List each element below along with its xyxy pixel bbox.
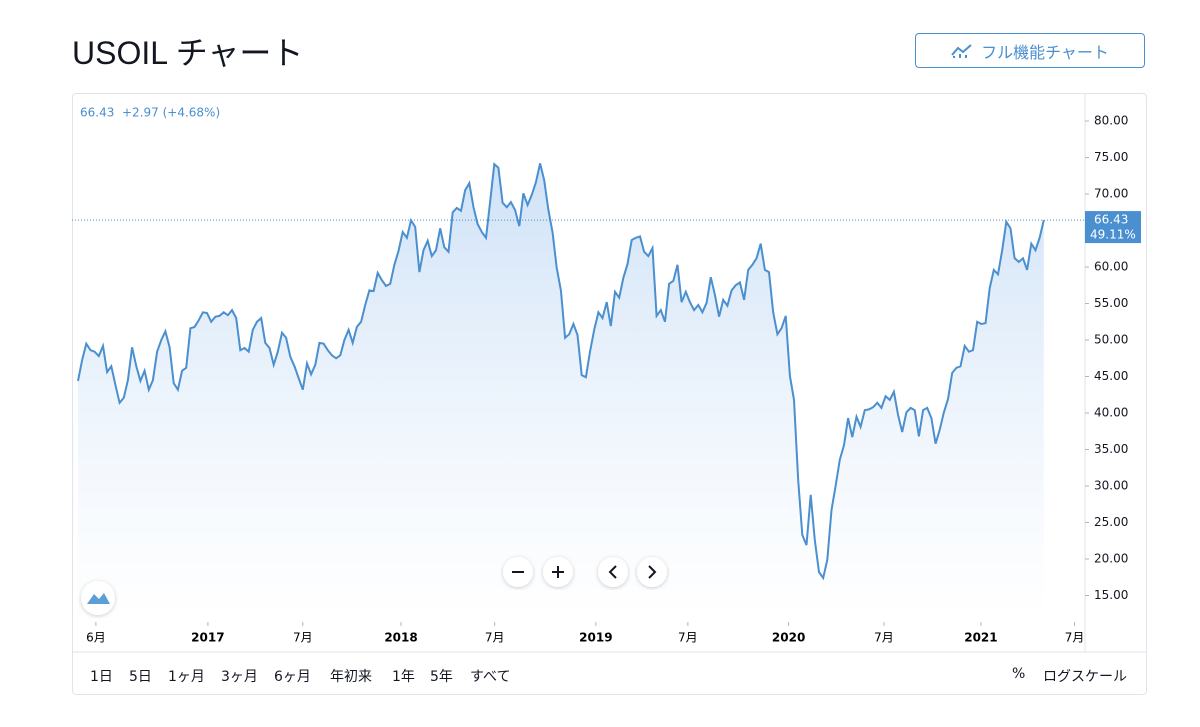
- range-button[interactable]: すべて: [470, 669, 511, 685]
- y-tick-label: 80.00: [1094, 114, 1128, 128]
- x-tick-label: 2017: [191, 631, 224, 645]
- x-tick-label: 7月: [678, 631, 698, 645]
- title: USOIL チャート: [72, 35, 304, 71]
- last-price: 66.43: [80, 106, 114, 120]
- x-tick-label: 2018: [384, 631, 417, 645]
- logo-icon: [87, 593, 110, 604]
- y-tick-label: 20.00: [1094, 552, 1128, 566]
- scroll-left[interactable]: [598, 557, 628, 587]
- range-button[interactable]: 5年: [430, 669, 453, 685]
- price-tag-value: 66.43: [1094, 213, 1128, 227]
- y-tick-label: 60.00: [1094, 260, 1128, 274]
- y-tick-label: 50.00: [1094, 333, 1128, 347]
- area: [77, 163, 1044, 622]
- x-tick-label: 2019: [579, 631, 612, 645]
- y-tick-label: 70.00: [1094, 187, 1128, 201]
- x-tick-label: 2020: [772, 631, 805, 645]
- y-tick-label: 55.00: [1094, 296, 1128, 310]
- range-button[interactable]: 1年: [392, 669, 415, 685]
- x-tick-label: 6月: [86, 631, 106, 645]
- y-tick-label: 75.00: [1094, 150, 1128, 164]
- price-tag-percent: 49.11%: [1090, 228, 1136, 242]
- x-tick-label: 7月: [485, 631, 505, 645]
- x-tick-label: 7月: [874, 631, 894, 645]
- y-tick-label: 30.00: [1094, 479, 1128, 493]
- range-button[interactable]: 3ヶ月: [221, 669, 258, 685]
- y-tick-label: 25.00: [1094, 515, 1128, 529]
- range-button[interactable]: 年初来: [330, 669, 372, 685]
- button-label: フル機能チャート: [981, 42, 1109, 62]
- icon: [951, 43, 972, 58]
- y-tick-label: 45.00: [1094, 369, 1128, 383]
- price-tag: [1085, 211, 1141, 244]
- range-button[interactable]: 6ヶ月: [274, 669, 311, 685]
- price-change: +2.97 (+4.68%): [122, 106, 220, 120]
- zoom-controls: [503, 557, 667, 587]
- y-tick-label: 15.00: [1094, 588, 1128, 602]
- price-line: [77, 162, 1045, 581]
- range-button[interactable]: 1ヶ月: [168, 669, 205, 685]
- x-tick-label: 2021: [964, 631, 997, 645]
- scroll-right[interactable]: [637, 557, 667, 587]
- x-tick-label: 7月: [1065, 631, 1085, 645]
- y-tick-label: 40.00: [1094, 406, 1128, 420]
- range-button[interactable]: 5日: [129, 669, 152, 685]
- chart-card: [72, 93, 1147, 695]
- log-scale-toggle[interactable]: ログスケール: [1043, 669, 1127, 685]
- x-tick-label: 7月: [293, 631, 313, 645]
- full-chart-button[interactable]: フル機能チャート: [915, 33, 1145, 68]
- percent-toggle[interactable]: %: [1012, 666, 1026, 682]
- range-button[interactable]: 1日: [90, 669, 113, 685]
- y-tick-label: 35.00: [1094, 442, 1128, 456]
